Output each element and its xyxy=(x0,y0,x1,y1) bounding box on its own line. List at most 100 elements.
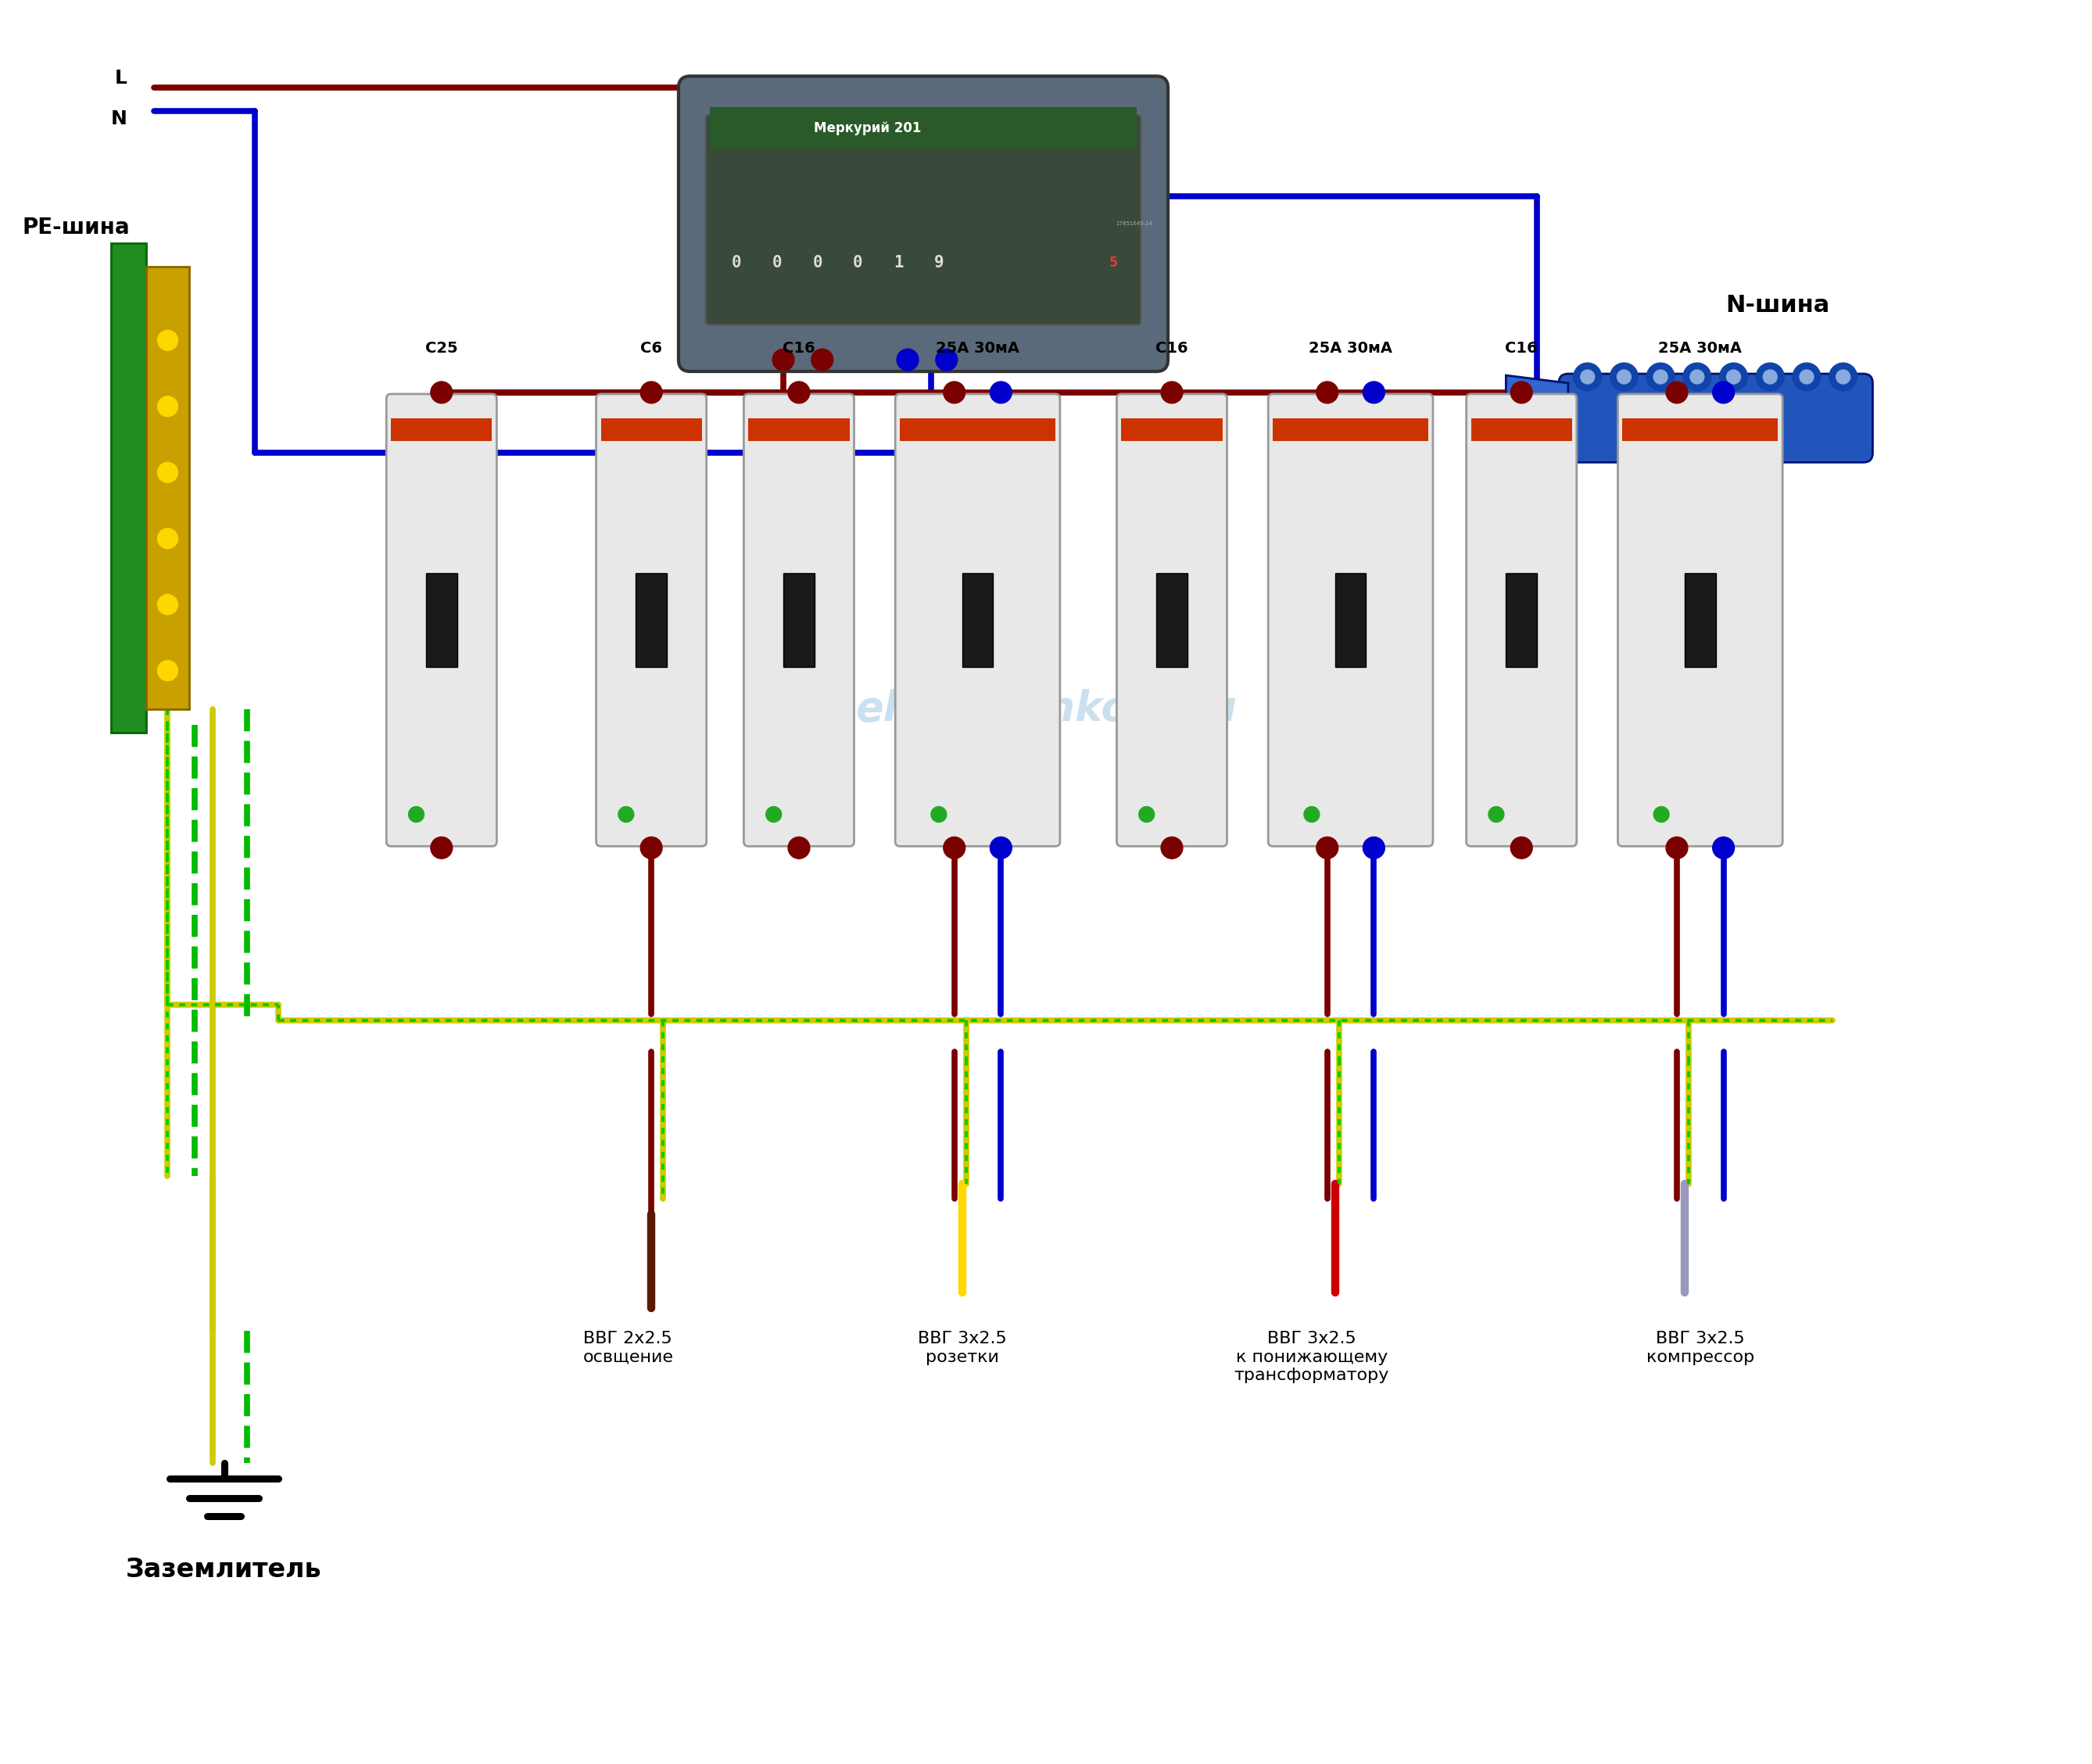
Circle shape xyxy=(1713,836,1734,859)
Circle shape xyxy=(157,330,178,351)
Bar xyxy=(146,266,188,709)
Circle shape xyxy=(1490,806,1504,822)
Text: C16: C16 xyxy=(1155,340,1188,356)
FancyBboxPatch shape xyxy=(1617,393,1782,847)
Circle shape xyxy=(640,381,663,404)
Text: ВВГ 3х2.5
к понижающему
трансформатору: ВВГ 3х2.5 к понижающему трансформатору xyxy=(1234,1332,1389,1383)
Bar xyxy=(391,418,492,441)
Circle shape xyxy=(1573,363,1602,392)
Circle shape xyxy=(640,836,663,859)
Text: L: L xyxy=(115,69,128,88)
Text: 1: 1 xyxy=(893,254,904,270)
Circle shape xyxy=(408,806,425,822)
Text: C16: C16 xyxy=(1506,340,1538,356)
Bar xyxy=(1157,573,1188,667)
Circle shape xyxy=(1690,370,1705,385)
Circle shape xyxy=(1510,836,1531,859)
Circle shape xyxy=(1720,363,1747,392)
Circle shape xyxy=(990,836,1013,859)
Circle shape xyxy=(1793,363,1820,392)
Text: 9: 9 xyxy=(933,254,943,270)
Circle shape xyxy=(1364,381,1385,404)
Text: 25A 30мА: 25A 30мА xyxy=(1310,340,1393,356)
Circle shape xyxy=(1617,370,1632,385)
Text: 5: 5 xyxy=(1109,256,1117,270)
Text: 25A 30мА: 25A 30мА xyxy=(935,340,1019,356)
Bar xyxy=(1684,573,1715,667)
FancyBboxPatch shape xyxy=(1268,393,1433,847)
FancyBboxPatch shape xyxy=(1559,374,1872,462)
Circle shape xyxy=(789,836,810,859)
FancyBboxPatch shape xyxy=(678,76,1167,372)
Bar xyxy=(1121,418,1222,441)
FancyBboxPatch shape xyxy=(745,393,854,847)
Text: ВВГ 3х2.5
розетки: ВВГ 3х2.5 розетки xyxy=(918,1332,1006,1365)
FancyBboxPatch shape xyxy=(895,393,1061,847)
Circle shape xyxy=(157,529,178,549)
Circle shape xyxy=(1138,806,1155,822)
Bar xyxy=(1272,418,1429,441)
Circle shape xyxy=(1510,381,1531,404)
Circle shape xyxy=(157,397,178,416)
Text: N-шина: N-шина xyxy=(1726,295,1830,318)
Circle shape xyxy=(1828,363,1858,392)
Text: РЕ-шина: РЕ-шина xyxy=(23,217,130,238)
Circle shape xyxy=(1161,381,1182,404)
Bar xyxy=(111,243,146,732)
Circle shape xyxy=(1764,370,1776,385)
Text: 25A 30мА: 25A 30мА xyxy=(1659,340,1743,356)
FancyBboxPatch shape xyxy=(705,115,1140,325)
Circle shape xyxy=(619,806,634,822)
Circle shape xyxy=(1665,381,1688,404)
Text: C25: C25 xyxy=(425,340,458,356)
Circle shape xyxy=(1653,806,1669,822)
Circle shape xyxy=(157,660,178,681)
FancyBboxPatch shape xyxy=(1466,393,1577,847)
Circle shape xyxy=(931,806,946,822)
Circle shape xyxy=(431,836,452,859)
Bar xyxy=(636,573,667,667)
Circle shape xyxy=(1755,363,1784,392)
Circle shape xyxy=(157,594,178,614)
FancyBboxPatch shape xyxy=(596,393,707,847)
Text: C16: C16 xyxy=(782,340,816,356)
Circle shape xyxy=(943,381,964,404)
Circle shape xyxy=(1316,381,1339,404)
Bar xyxy=(1335,573,1366,667)
Bar xyxy=(900,418,1054,441)
Bar xyxy=(1506,573,1538,667)
Circle shape xyxy=(766,806,782,822)
Text: ВВГ 3х2.5
компрессор: ВВГ 3х2.5 компрессор xyxy=(1646,1332,1755,1365)
Circle shape xyxy=(1665,836,1688,859)
Text: 0: 0 xyxy=(772,254,782,270)
Circle shape xyxy=(789,381,810,404)
Bar xyxy=(427,573,456,667)
FancyBboxPatch shape xyxy=(387,393,496,847)
Circle shape xyxy=(1582,370,1594,385)
Text: elektroshkola.ru: elektroshkola.ru xyxy=(856,690,1236,730)
Circle shape xyxy=(1653,370,1667,385)
Circle shape xyxy=(897,349,918,370)
Circle shape xyxy=(1713,381,1734,404)
Circle shape xyxy=(1646,363,1674,392)
Circle shape xyxy=(157,462,178,483)
Bar xyxy=(782,573,814,667)
Circle shape xyxy=(1726,370,1741,385)
Text: Заземлитель: Заземлитель xyxy=(126,1556,322,1582)
Circle shape xyxy=(990,381,1013,404)
Circle shape xyxy=(1161,836,1182,859)
Circle shape xyxy=(1611,363,1638,392)
Text: ВВГ 2х2.5
освщение: ВВГ 2х2.5 освщение xyxy=(584,1332,674,1365)
Circle shape xyxy=(812,349,833,370)
Bar xyxy=(962,573,994,667)
Text: N: N xyxy=(111,109,128,129)
Polygon shape xyxy=(1506,376,1569,453)
Circle shape xyxy=(935,349,958,370)
Text: 0: 0 xyxy=(732,254,743,270)
Bar xyxy=(600,418,701,441)
Circle shape xyxy=(1837,370,1849,385)
Bar xyxy=(749,418,849,441)
Circle shape xyxy=(1799,370,1814,385)
Circle shape xyxy=(1303,806,1320,822)
Circle shape xyxy=(431,381,452,404)
